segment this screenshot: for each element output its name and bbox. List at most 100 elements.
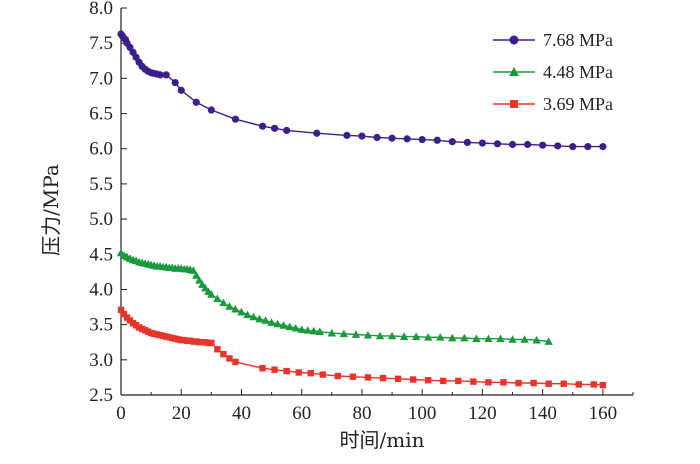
data-point [590, 381, 598, 388]
data-point [520, 335, 529, 343]
data-point [271, 124, 279, 132]
data-point [231, 115, 240, 123]
data-point [334, 372, 342, 380]
data-point [493, 140, 502, 148]
y-tick-label: 7.5 [89, 33, 113, 54]
data-point [309, 326, 318, 335]
y-tick-label: 5.5 [89, 174, 113, 195]
series-line [120, 309, 603, 386]
data-point [192, 98, 200, 106]
data-point [515, 379, 522, 387]
y-axis-title: 压力/MPa [39, 164, 63, 256]
data-point [424, 333, 433, 341]
data-point [214, 346, 221, 353]
data-point [279, 321, 288, 329]
legend-item: 4.48 MPa [493, 62, 613, 82]
x-tick-label: 160 [589, 403, 618, 424]
legend-item: 7.68 MPa [493, 30, 613, 50]
data-point [523, 140, 532, 149]
data-point [156, 71, 164, 79]
data-point [249, 312, 258, 321]
data-point [283, 367, 290, 375]
data-point [373, 133, 381, 142]
data-point [195, 276, 204, 284]
x-axis-title: 时间/min [340, 428, 425, 452]
data-point [544, 337, 553, 345]
x-tick-label: 20 [172, 403, 191, 424]
data-point [485, 379, 492, 386]
data-point [411, 332, 421, 340]
series-layer [116, 30, 607, 389]
legend-label: 4.48 MPa [543, 62, 613, 82]
data-point [319, 371, 326, 378]
data-point [455, 377, 462, 385]
data-point [232, 358, 239, 366]
data-point [120, 310, 128, 318]
data-point [375, 331, 385, 340]
data-point [267, 318, 276, 326]
x-tick-label: 140 [528, 403, 557, 424]
data-point [463, 138, 471, 146]
data-point [530, 379, 537, 387]
y-tick-label: 7.0 [89, 68, 113, 89]
x-tick-label: 60 [292, 403, 311, 424]
data-point [162, 71, 170, 79]
data-point [539, 141, 547, 149]
data-point [261, 316, 270, 324]
data-point [351, 330, 361, 338]
data-point [237, 307, 246, 316]
data-point [259, 365, 266, 372]
x-tick-label: 120 [468, 403, 497, 424]
x-tick-label: 0 [116, 403, 126, 424]
plot-frame [120, 8, 633, 396]
data-point [584, 143, 592, 151]
data-point [440, 377, 447, 385]
y-tick-label: 6.0 [89, 139, 113, 160]
data-point [448, 138, 456, 146]
y-tick-label: 3.5 [89, 315, 113, 336]
series-line [120, 33, 603, 148]
data-point [243, 310, 252, 319]
y-tick-label: 3.0 [89, 350, 113, 371]
series-line [120, 252, 549, 343]
data-point [339, 329, 349, 338]
data-point [599, 143, 607, 151]
data-point [285, 322, 294, 331]
series-2 [117, 306, 607, 389]
data-point [472, 334, 481, 343]
data-point [508, 335, 517, 343]
data-point [532, 335, 541, 344]
data-point [313, 129, 321, 137]
data-point [255, 314, 264, 323]
data-point [219, 298, 228, 307]
data-point [569, 143, 577, 151]
data-point [192, 271, 201, 279]
legend: 7.68 MPa 4.48 MPa 3.69 MPa [493, 30, 613, 114]
x-axis-ticks: 0 20 40 60 80 100 120 140 160 [116, 389, 634, 424]
data-point [484, 334, 493, 343]
data-point [403, 135, 411, 143]
data-point [207, 106, 215, 114]
data-point [554, 142, 562, 150]
legend-label: 3.69 MPa [543, 94, 613, 114]
data-point [291, 323, 300, 332]
data-point [545, 380, 552, 387]
data-point [297, 325, 306, 333]
data-point [418, 135, 426, 144]
series-1 [116, 248, 553, 345]
data-point [271, 366, 278, 373]
data-point [599, 381, 607, 389]
data-point [220, 350, 227, 358]
data-point [509, 35, 519, 45]
y-tick-label: 6.5 [89, 104, 113, 125]
y-axis-ticks: 2.5 3.0 3.5 4.0 4.5 5.0 5.5 6.0 6.5 7.0 7.5 8.0 [89, 0, 127, 406]
x-tick-label: 80 [352, 403, 371, 424]
data-point [315, 327, 324, 336]
data-point [171, 78, 179, 87]
data-point [358, 132, 366, 140]
data-point [399, 332, 409, 340]
data-point [273, 319, 282, 328]
data-point [388, 134, 396, 142]
data-point [379, 374, 387, 382]
